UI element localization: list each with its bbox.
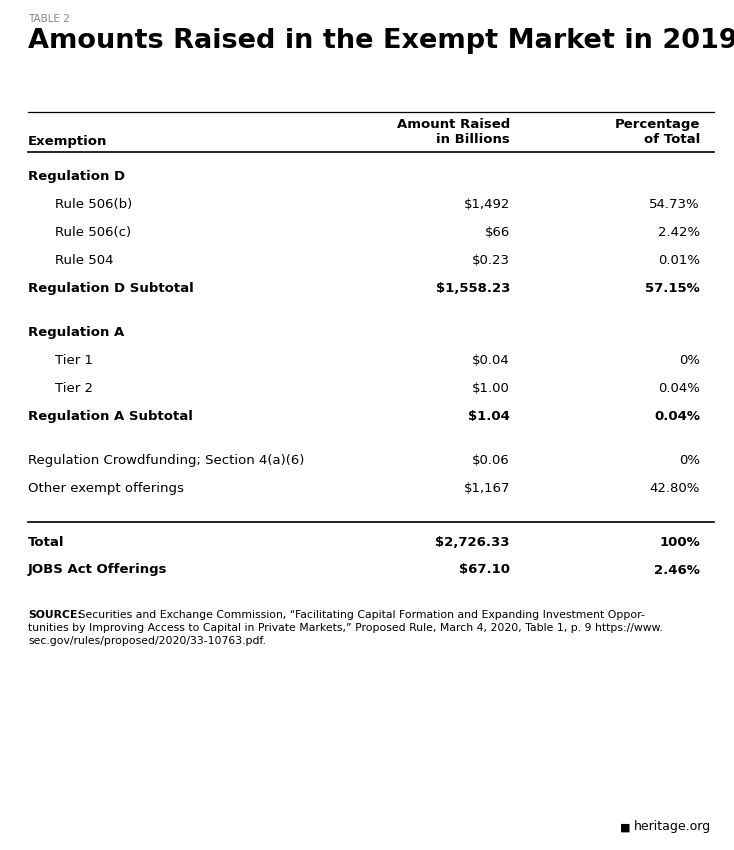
Text: $0.06: $0.06 <box>472 454 510 467</box>
Text: $1,492: $1,492 <box>464 197 510 211</box>
Text: 0.01%: 0.01% <box>658 253 700 267</box>
Text: $1,167: $1,167 <box>463 481 510 495</box>
Text: $66: $66 <box>484 225 510 239</box>
Text: tunities by Improving Access to Capital in Private Markets,” Proposed Rule, Marc: tunities by Improving Access to Capital … <box>28 623 663 633</box>
Text: $2,726.33: $2,726.33 <box>435 536 510 548</box>
Text: Regulation A: Regulation A <box>28 326 124 338</box>
Text: Percentage
of Total: Percentage of Total <box>614 118 700 146</box>
Text: 0%: 0% <box>679 354 700 366</box>
Text: Securities and Exchange Commission, “Facilitating Capital Formation and Expandin: Securities and Exchange Commission, “Fac… <box>75 610 644 620</box>
Text: Rule 504: Rule 504 <box>55 253 114 267</box>
Text: Tier 2: Tier 2 <box>55 382 93 394</box>
Text: $1.00: $1.00 <box>472 382 510 394</box>
Text: ■: ■ <box>620 823 631 833</box>
Text: SOURCE:: SOURCE: <box>28 610 82 620</box>
Text: 0.04%: 0.04% <box>654 410 700 422</box>
Text: Regulation A Subtotal: Regulation A Subtotal <box>28 410 193 422</box>
Text: Regulation D: Regulation D <box>28 169 125 183</box>
Text: Rule 506(c): Rule 506(c) <box>55 225 131 239</box>
Text: Total: Total <box>28 536 65 548</box>
Text: $0.04: $0.04 <box>472 354 510 366</box>
Text: 100%: 100% <box>659 536 700 548</box>
Text: $0.23: $0.23 <box>472 253 510 267</box>
Text: JOBS Act Offerings: JOBS Act Offerings <box>28 564 167 576</box>
Text: Amounts Raised in the Exempt Market in 2019: Amounts Raised in the Exempt Market in 2… <box>28 28 734 54</box>
Text: $1,558.23: $1,558.23 <box>435 281 510 294</box>
Text: 57.15%: 57.15% <box>645 281 700 294</box>
Text: Regulation Crowdfunding; Section 4(a)(6): Regulation Crowdfunding; Section 4(a)(6) <box>28 454 305 467</box>
Text: Amount Raised
in Billions: Amount Raised in Billions <box>397 118 510 146</box>
Text: 0.04%: 0.04% <box>658 382 700 394</box>
Text: 2.46%: 2.46% <box>654 564 700 576</box>
Text: 2.42%: 2.42% <box>658 225 700 239</box>
Text: 0%: 0% <box>679 454 700 467</box>
Text: $67.10: $67.10 <box>459 564 510 576</box>
Text: 42.80%: 42.80% <box>650 481 700 495</box>
Text: heritage.org: heritage.org <box>634 820 711 833</box>
Text: $1.04: $1.04 <box>468 410 510 422</box>
Text: Exemption: Exemption <box>28 135 107 148</box>
Text: Rule 506(b): Rule 506(b) <box>55 197 132 211</box>
Text: Other exempt offerings: Other exempt offerings <box>28 481 184 495</box>
Text: Regulation D Subtotal: Regulation D Subtotal <box>28 281 194 294</box>
Text: sec.gov/rules/proposed/2020/33-10763.pdf.: sec.gov/rules/proposed/2020/33-10763.pdf… <box>28 636 266 646</box>
Text: TABLE 2: TABLE 2 <box>28 14 70 24</box>
Text: Tier 1: Tier 1 <box>55 354 93 366</box>
Text: 54.73%: 54.73% <box>650 197 700 211</box>
